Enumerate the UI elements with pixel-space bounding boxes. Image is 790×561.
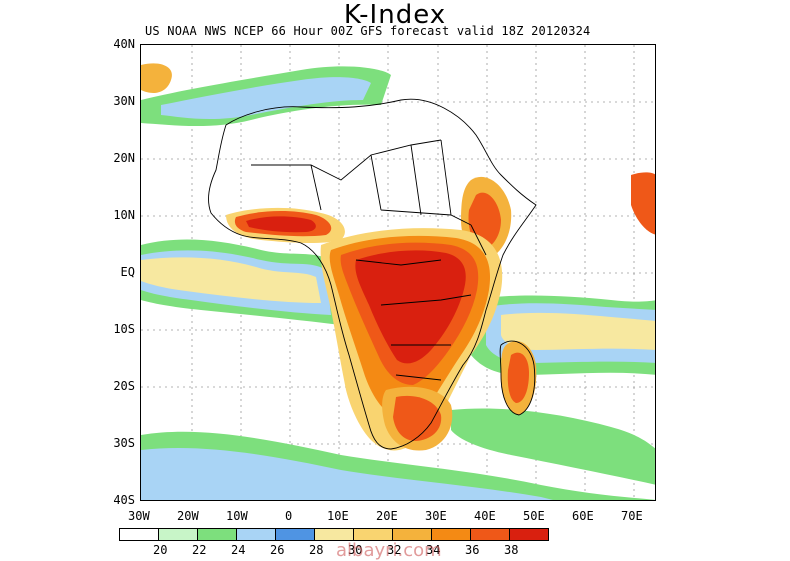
lon-label: 40E <box>474 509 496 523</box>
lon-label: 50E <box>523 509 545 523</box>
coastlines <box>208 98 537 450</box>
lon-label: 20E <box>376 509 398 523</box>
colorbar-label: 34 <box>426 543 441 557</box>
lat-label: 40N <box>113 37 135 51</box>
lon-label: 30W <box>128 509 150 523</box>
colorbar-swatch <box>509 528 549 541</box>
k-index-map <box>141 45 655 500</box>
lon-label: 10W <box>226 509 248 523</box>
colorbar-label: 30 <box>348 543 363 557</box>
colorbar-swatch <box>197 528 237 541</box>
k-index-field <box>141 63 655 500</box>
colorbar-label: 26 <box>270 543 285 557</box>
lon-label: 60E <box>572 509 594 523</box>
map-title: K-Index <box>343 0 447 30</box>
colorbar-label: 36 <box>465 543 480 557</box>
colorbar-swatch <box>158 528 198 541</box>
colorbar-swatch <box>119 528 159 541</box>
colorbar-label: 38 <box>504 543 519 557</box>
colorbar-label: 28 <box>309 543 324 557</box>
colorbar-label: 32 <box>387 543 402 557</box>
colorbar-swatch <box>275 528 315 541</box>
lat-label: 30S <box>113 436 135 450</box>
map-subtitle: US NOAA NWS NCEP 66 Hour 00Z GFS forecas… <box>145 24 591 38</box>
lat-label: 30N <box>113 94 135 108</box>
lon-label: 30E <box>425 509 447 523</box>
lat-label: 20N <box>113 151 135 165</box>
lon-label: 20W <box>177 509 199 523</box>
lat-label: 40S <box>113 493 135 507</box>
lat-label: 10S <box>113 322 135 336</box>
lon-label: 10E <box>327 509 349 523</box>
lon-label: 0 <box>285 509 293 523</box>
colorbar-label: 22 <box>192 543 207 557</box>
map-frame <box>140 44 656 501</box>
lat-label: EQ <box>120 265 135 279</box>
colorbar-label: 24 <box>231 543 246 557</box>
colorbar-swatch <box>470 528 510 541</box>
lat-label: 10N <box>113 208 135 222</box>
colorbar-label: 20 <box>153 543 168 557</box>
watermark: albayri.com <box>336 540 442 561</box>
lat-label: 20S <box>113 379 135 393</box>
colorbar-swatch <box>236 528 276 541</box>
colorbar <box>119 528 549 542</box>
lon-label: 70E <box>621 509 643 523</box>
